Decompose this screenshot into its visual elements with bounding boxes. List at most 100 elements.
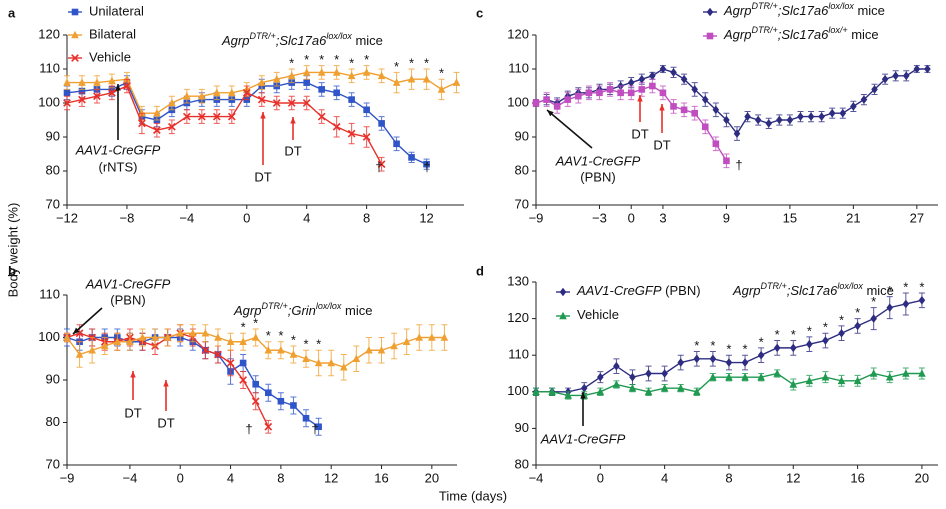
x-tick-label: 3 [659,210,666,225]
marker [333,89,340,97]
marker [709,354,717,364]
marker [629,372,636,382]
marker [902,369,910,377]
marker [317,112,326,121]
marker [596,89,603,97]
marker [886,303,894,312]
marker [113,337,122,346]
significance-mark: * [710,338,715,353]
y-tick-label: 70 [46,196,60,211]
legend-label-part: Agrp [723,3,751,18]
marker [93,92,101,101]
significance-mark: * [334,52,339,67]
marker [264,389,272,397]
marker [314,358,323,367]
marker [408,154,415,161]
annotation: † [735,157,742,172]
marker [676,383,685,392]
annotation: † [245,421,252,436]
marker [78,95,86,104]
marker [239,376,247,384]
panel-label: c [476,5,483,20]
chart-title: AgrpDTR/+;Slc17a6lox/lox mice [221,31,383,48]
marker [239,359,247,367]
significance-mark: * [839,312,844,327]
significance-mark: * [871,294,876,309]
marker [701,123,709,131]
x-tick-label: 16 [374,470,388,485]
marker [393,140,400,148]
marker [701,95,709,104]
marker [251,397,260,406]
marker [327,358,335,367]
chart-title-part: mice [863,283,894,298]
y-tick-label: 100 [38,329,60,344]
marker [789,343,797,353]
chart-title-part: ;Slc17a6 [787,283,838,298]
marker [854,321,861,331]
marker [585,89,593,97]
marker [347,71,356,80]
marker [239,337,247,346]
marker [617,89,624,97]
annotation: DT [157,415,174,430]
marker [680,74,688,84]
x-tick-label: −3 [592,210,607,225]
y-tick-label: 80 [46,162,60,177]
marker [805,376,814,385]
marker [850,102,857,111]
legend-label-part: AAV1-CreGFP [576,283,662,298]
marker [422,74,431,83]
marker [649,71,656,81]
chart-title-part: lox/lox [316,301,342,311]
annotation: † [311,421,318,436]
legend-label: AgrpDTR/+;Slc17a6lox/lox mice [723,1,885,18]
marker [712,105,720,115]
marker [606,86,614,93]
legend-marker [559,311,567,320]
marker [725,372,733,381]
significance-mark: * [349,55,354,70]
legend-label-part: ;Slc17a6 [778,3,829,18]
marker [303,79,310,86]
marker [226,337,235,346]
significance-mark: * [903,279,908,294]
annotation: DT [653,137,670,152]
significance-mark: * [775,327,780,342]
marker [918,369,926,377]
marker [365,345,373,354]
marker [627,89,635,97]
marker [63,89,71,97]
annotation: (PBN) [580,169,615,184]
legend-marker [71,30,79,39]
marker [575,92,582,100]
marker [789,380,798,388]
marker [123,82,131,90]
chart-title-part: Agrp [732,283,760,298]
y-tick-label: 120 [507,310,529,325]
chart-title-part: DTR/+ [261,301,287,311]
significance-mark: * [253,315,258,330]
marker [423,160,430,168]
x-tick-label: −4 [529,470,544,485]
legend-label: Vehicle [577,307,619,322]
legend-label: AAV1-CreGFP (PBN) [576,283,701,298]
marker [691,85,698,94]
legend-label-part: lox/lox [828,1,854,11]
chart-title-part: ;Slc17a6 [276,33,327,48]
significance-mark: * [319,52,324,67]
arrow-head [73,327,80,334]
significance-mark: * [791,327,796,342]
annotation: DT [124,405,141,420]
marker [151,333,159,341]
marker [348,96,355,103]
significance-mark: * [807,323,812,338]
y-tick-label: 80 [515,162,529,177]
marker [264,422,273,431]
marker [885,372,894,381]
chart-title: AgrpDTR/+;Grinlox/lox mice [233,301,372,318]
marker [757,350,765,360]
significance-mark: * [694,338,699,353]
significance-mark: * [278,328,283,343]
marker [362,68,371,76]
